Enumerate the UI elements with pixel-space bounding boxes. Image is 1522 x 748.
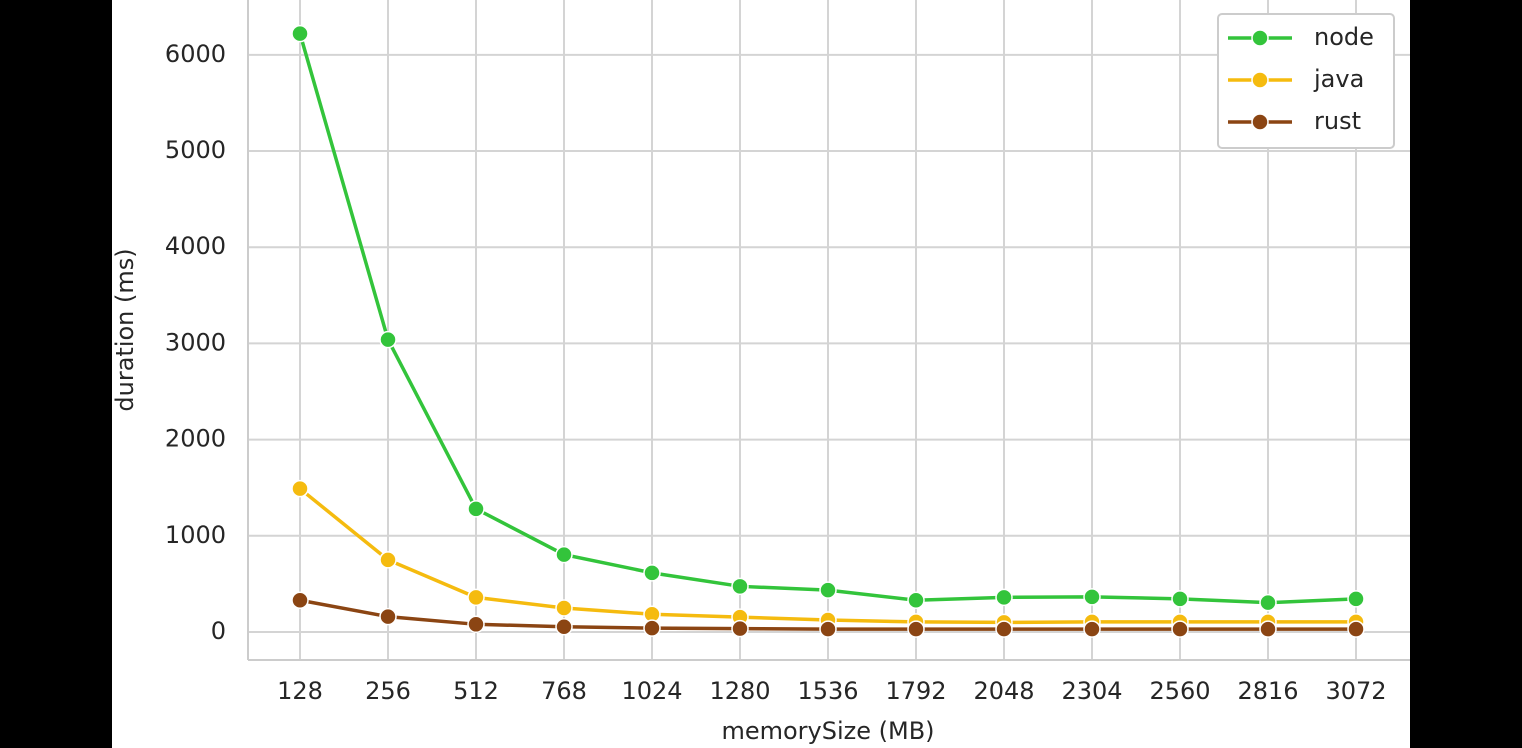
- x-tick-label: 512: [453, 677, 499, 705]
- x-tick-label: 1280: [709, 677, 770, 705]
- data-point: [1083, 588, 1101, 606]
- y-tick-label: 0: [211, 617, 226, 645]
- data-point: [555, 599, 573, 617]
- data-point: [731, 619, 749, 638]
- data-point: [643, 564, 661, 582]
- data-point: [819, 620, 837, 638]
- legend-label: rust: [1314, 107, 1361, 135]
- data-point: [555, 617, 573, 636]
- x-tick-label: 3072: [1325, 677, 1386, 705]
- y-tick-label: 3000: [165, 328, 226, 356]
- data-point: [1259, 620, 1277, 638]
- data-point: [995, 620, 1013, 638]
- data-point: [1259, 593, 1277, 612]
- x-tick-label: 2048: [973, 677, 1034, 705]
- y-tick-label: 1000: [165, 521, 226, 549]
- y-tick-label: 6000: [165, 40, 226, 68]
- data-point: [379, 607, 397, 626]
- background: [112, 0, 1410, 748]
- y-tick-label: 2000: [165, 425, 226, 453]
- data-point: [643, 619, 661, 637]
- data-point: [819, 581, 837, 599]
- y-tick-label: 5000: [165, 136, 226, 164]
- x-tick-label: 1536: [797, 677, 858, 705]
- legend-label: node: [1314, 23, 1374, 51]
- data-point: [1347, 620, 1365, 638]
- data-point: [379, 551, 397, 569]
- data-point: [467, 615, 485, 634]
- data-point: [1083, 620, 1101, 638]
- data-point: [1347, 590, 1365, 608]
- x-tick-label: 2304: [1061, 677, 1122, 705]
- data-point: [907, 620, 925, 638]
- y-tick-label: 4000: [165, 232, 226, 260]
- y-axis-label: duration (ms): [111, 248, 139, 411]
- data-point: [467, 588, 485, 607]
- data-point: [907, 591, 925, 610]
- data-point: [1171, 620, 1189, 638]
- x-axis-label: memorySize (MB): [721, 717, 934, 745]
- data-point: [291, 479, 309, 498]
- x-tick-label: 2560: [1149, 677, 1210, 705]
- data-point: [379, 330, 397, 349]
- x-tick-label: 1792: [885, 677, 946, 705]
- x-tick-label: 128: [277, 677, 323, 705]
- x-tick-label: 768: [541, 677, 587, 705]
- x-tick-label: 2816: [1237, 677, 1298, 705]
- data-point: [1171, 590, 1189, 608]
- x-tick-label: 256: [365, 677, 411, 705]
- data-point: [731, 577, 749, 596]
- x-tick-label: 1024: [621, 677, 682, 705]
- data-point: [291, 591, 309, 610]
- legend-marker: [1251, 29, 1269, 47]
- data-point: [467, 500, 485, 518]
- data-point: [291, 24, 309, 43]
- legend-marker: [1251, 71, 1269, 89]
- data-point: [995, 588, 1013, 607]
- legend-marker: [1251, 113, 1269, 131]
- legend-label: java: [1313, 65, 1364, 93]
- data-point: [555, 545, 573, 564]
